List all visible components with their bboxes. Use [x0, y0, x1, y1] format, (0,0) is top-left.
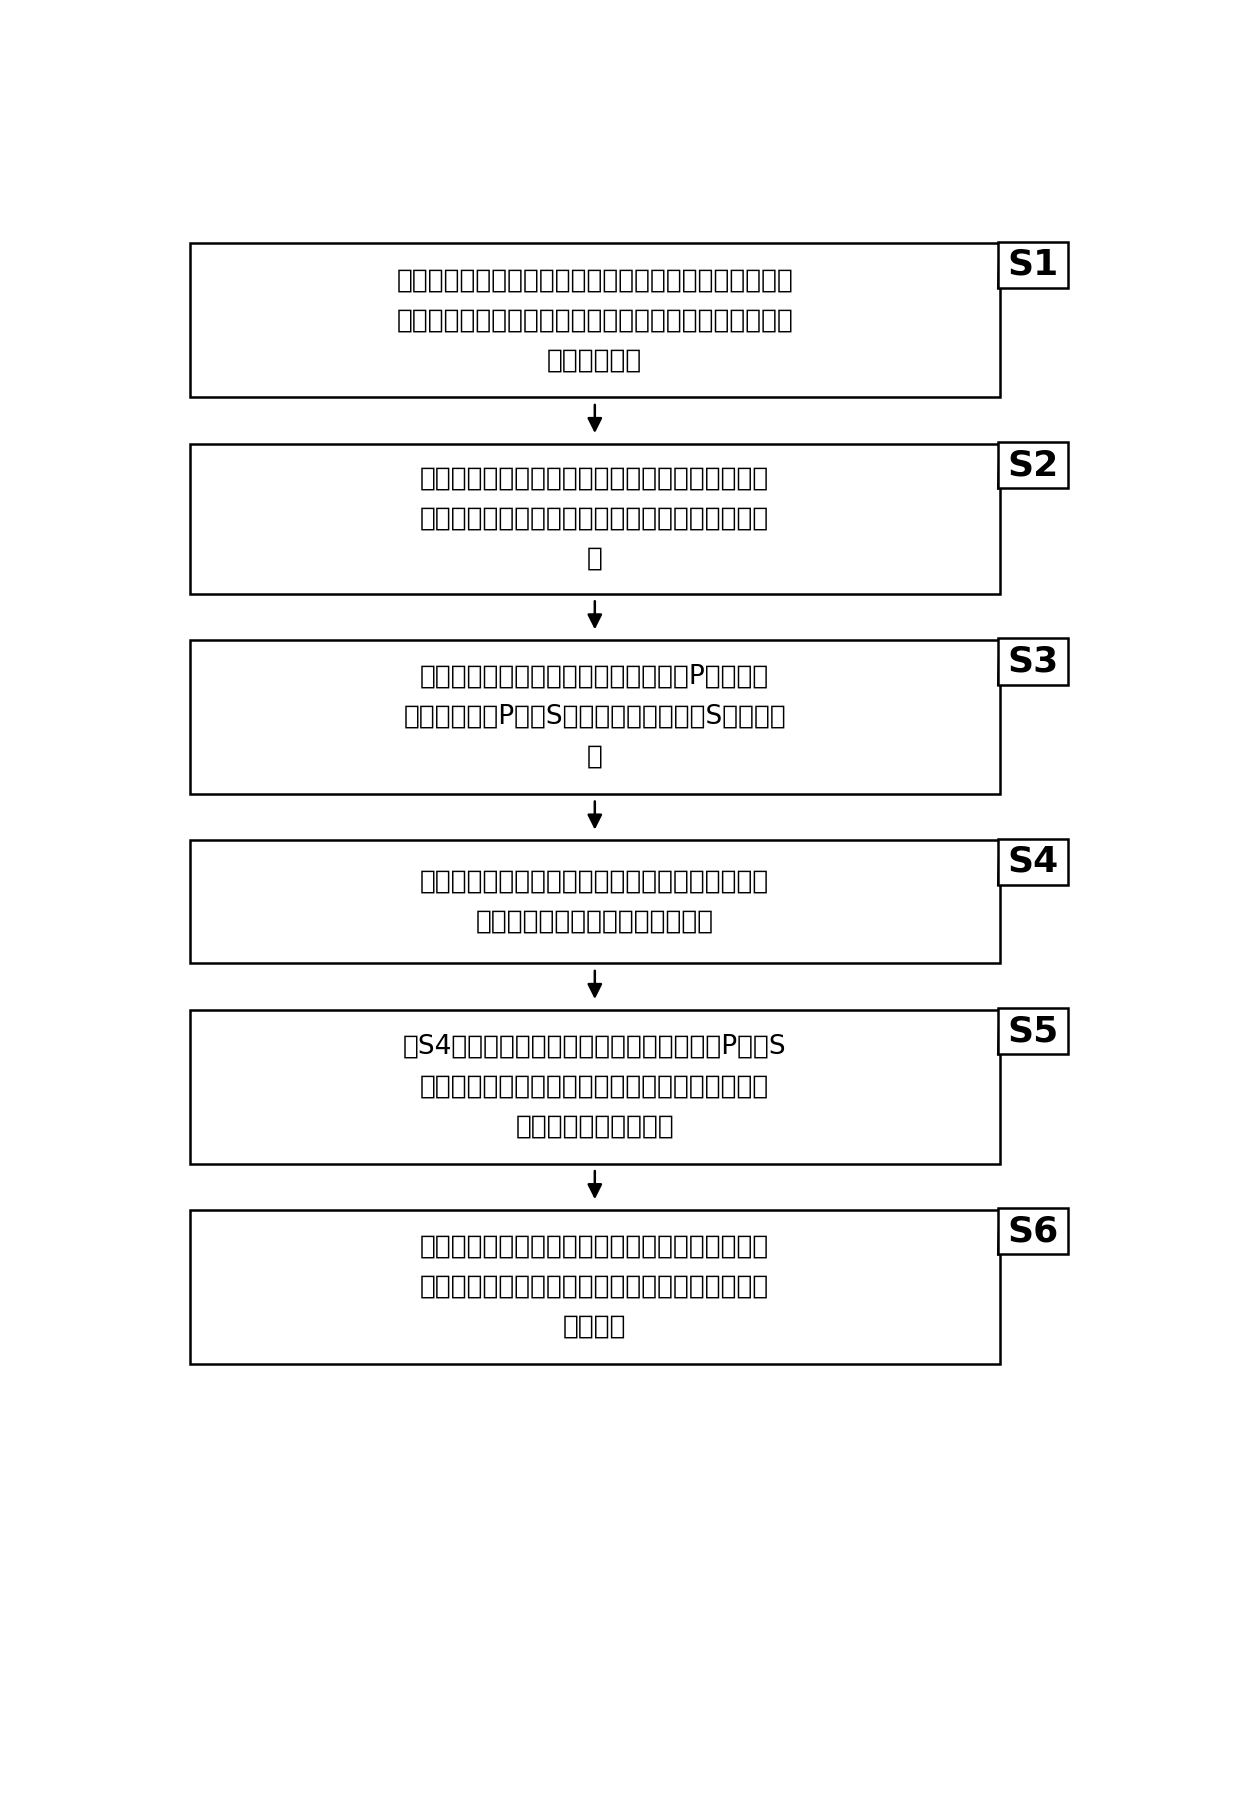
- Text: 根据监测区钻井声波时差测井资料建立P波速度模
型，同时通过P波和S波的速度关系，建立S波速度模
型: 根据监测区钻井声波时差测井资料建立P波速度模 型，同时通过P波和S波的速度关系，…: [403, 664, 786, 770]
- Text: S2: S2: [1007, 447, 1059, 482]
- Text: 根据破裂能量的空间及时间分布的数据，以及破裂
的时间和空间分布、大小，得到微地震分布范围和
发生时间: 根据破裂能量的空间及时间分布的数据，以及破裂 的时间和空间分布、大小，得到微地震…: [420, 1234, 770, 1340]
- Bar: [998, 1209, 1068, 1254]
- Bar: [998, 242, 1068, 289]
- Bar: [998, 1008, 1068, 1054]
- Bar: [998, 839, 1068, 884]
- Bar: [190, 640, 999, 794]
- Text: 将S4中进行滤波处理后所有时段的数据利用P波和S
波速度模型进行预处理，得到不同时段破裂能量的
空间及时间分布的数据: 将S4中进行滤波处理后所有时段的数据利用P波和S 波速度模型进行预处理，得到不同…: [403, 1034, 786, 1140]
- Text: 中心处理模块接收所述地面数据采集站中所有的微
地震信号数据，并对所有的微地震信号数据进行处
理: 中心处理模块接收所述地面数据采集站中所有的微 地震信号数据，并对所有的微地震信号…: [420, 465, 770, 572]
- Bar: [190, 444, 999, 594]
- Bar: [190, 1010, 999, 1164]
- Text: 地面检测模块、浅地表检测模块和井下检测模块三个模块
同时监测微地震信号数据，并将微地震信号数据传送到地
面数据采集站: 地面检测模块、浅地表检测模块和井下检测模块三个模块 同时监测微地震信号数据，并将…: [397, 267, 794, 373]
- Text: S3: S3: [1007, 644, 1059, 678]
- Bar: [998, 639, 1068, 686]
- Bar: [998, 442, 1068, 489]
- Bar: [190, 1210, 999, 1364]
- Text: 从中心处理模块接收的所有微地震信号数据中顺次
选取不同时段的数据进行滤波处理: 从中心处理模块接收的所有微地震信号数据中顺次 选取不同时段的数据进行滤波处理: [420, 870, 770, 934]
- Text: S4: S4: [1007, 844, 1059, 879]
- Text: S5: S5: [1007, 1014, 1059, 1048]
- Bar: [190, 841, 999, 963]
- Text: S1: S1: [1007, 247, 1059, 281]
- Text: S6: S6: [1007, 1214, 1059, 1248]
- Bar: [190, 244, 999, 397]
